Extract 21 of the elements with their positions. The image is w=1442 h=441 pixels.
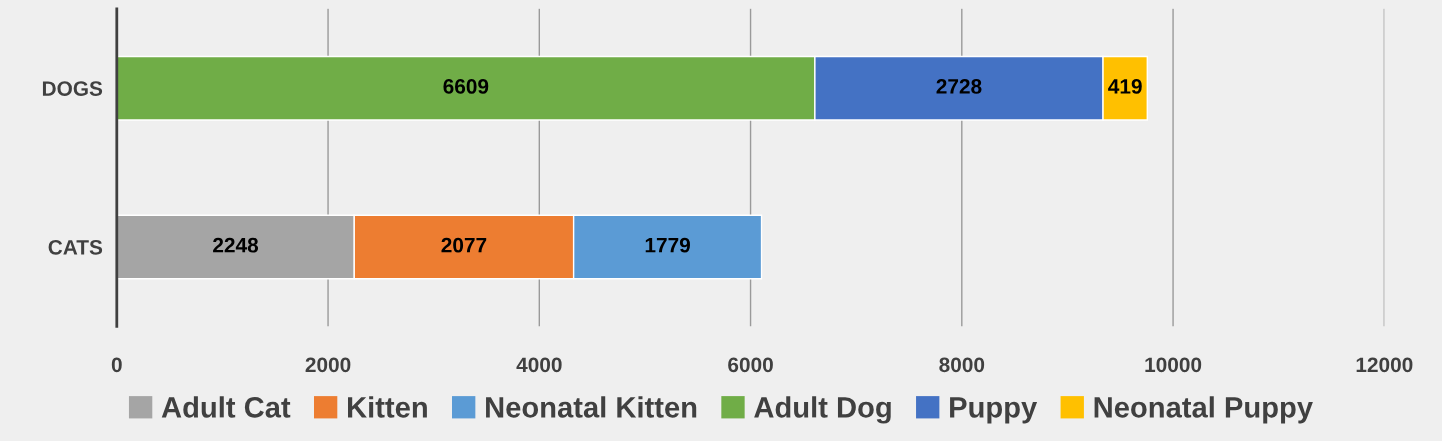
- y-tick-label: CATS: [48, 239, 103, 255]
- x-tick-label: 0: [111, 357, 122, 373]
- legend-label: Adult Cat: [161, 396, 291, 418]
- y-tick-label: DOGS: [42, 81, 103, 96]
- data-label: 2728: [936, 79, 982, 94]
- x-tick-label: 6000: [728, 357, 773, 373]
- legend-label: Puppy: [950, 397, 1038, 424]
- legend-label: Adult Dog: [754, 396, 891, 424]
- data-label: 6609: [443, 79, 489, 94]
- data-label: 2077: [441, 237, 487, 253]
- legend-label: Kitten: [348, 396, 427, 418]
- data-label: 419: [1108, 79, 1142, 94]
- legend-label: Neonatal Kitten: [486, 396, 697, 418]
- x-tick-label: 8000: [939, 357, 985, 373]
- data-label: 1779: [645, 237, 690, 253]
- x-tick-label: 4000: [516, 357, 562, 373]
- data-label: 2248: [213, 237, 259, 253]
- legend-label: Neonatal Puppy: [1094, 396, 1313, 424]
- x-tick-label: 12000: [1356, 357, 1413, 373]
- x-tick-label: 10000: [1145, 357, 1202, 373]
- x-tick-label: 2000: [305, 357, 351, 373]
